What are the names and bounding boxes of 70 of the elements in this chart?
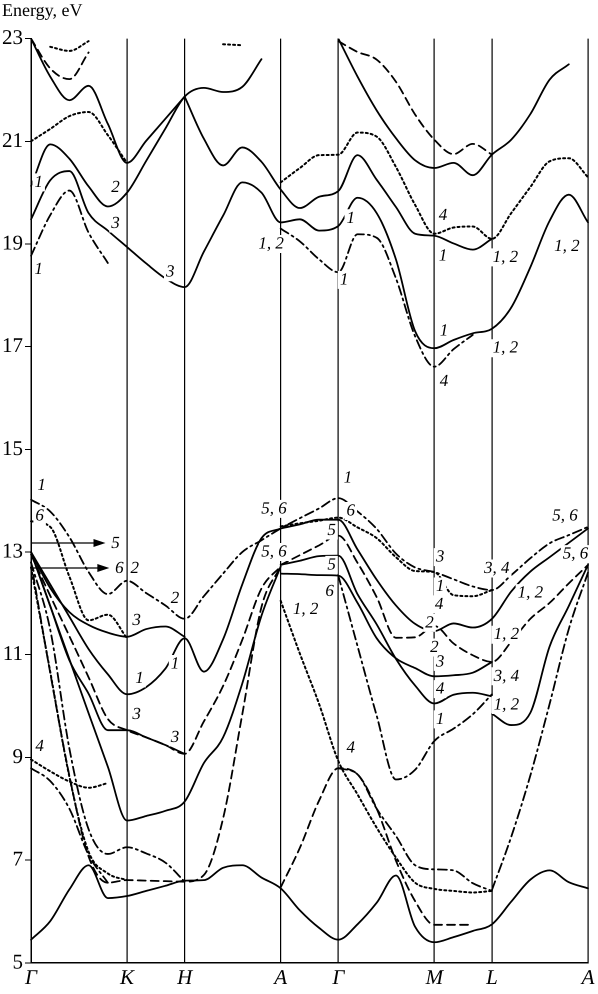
- annotation: 1, 2: [292, 599, 319, 618]
- annotation: 1, 2: [554, 236, 580, 256]
- annotation: 3: [170, 726, 180, 746]
- annotation: 5: [327, 520, 336, 539]
- y-tick-label: 5: [12, 949, 23, 974]
- annotation: 4: [436, 678, 445, 698]
- annotation: 3: [165, 262, 174, 281]
- annotation: 1: [135, 668, 144, 687]
- annotation: 5: [111, 532, 120, 552]
- annotation: 1: [346, 208, 356, 227]
- annotation: 3: [131, 610, 141, 629]
- annotation: 2: [425, 612, 434, 632]
- annotation: 4: [438, 205, 448, 224]
- annotation: 5: [327, 554, 336, 574]
- annotation: 3: [434, 651, 444, 670]
- annotation: 1: [436, 576, 444, 595]
- x-tick-label: L: [485, 964, 498, 989]
- annotation: 2: [170, 588, 180, 608]
- annotation: 1: [34, 172, 43, 191]
- y-tick-label: 9: [12, 744, 23, 768]
- annotation: 3: [434, 546, 444, 566]
- annotation: 2: [130, 558, 140, 577]
- annotation: 1: [34, 259, 43, 278]
- y-tick-label: 15: [2, 436, 23, 460]
- y-tick-label: 21: [2, 128, 23, 152]
- annotation: 1: [340, 269, 348, 288]
- annotation: 1, 2: [494, 694, 520, 714]
- x-tick-label: A: [272, 964, 288, 989]
- annotation: 1, 2: [492, 246, 519, 266]
- annotation: 5, 6: [552, 506, 578, 525]
- annotation: 1: [170, 653, 180, 672]
- annotation: 1: [37, 474, 46, 494]
- x-tick-label: Γ: [331, 964, 346, 989]
- annotation: 4: [35, 736, 44, 756]
- y-axis-title: Energy, eV: [2, 0, 82, 21]
- y-tick-label: 17: [2, 333, 23, 358]
- annotation: 6: [325, 581, 334, 600]
- annotation: 3: [110, 212, 120, 232]
- annotation: 1: [440, 320, 448, 340]
- x-tick-label: H: [176, 964, 194, 989]
- annotation: 1, 2: [258, 233, 284, 252]
- annotation: 6: [346, 500, 356, 520]
- annotation: 1, 2: [518, 582, 544, 602]
- y-tick-label: 11: [2, 641, 23, 666]
- annotation: 1, 2: [494, 624, 520, 644]
- annotation: 1: [438, 245, 448, 264]
- annotation: 4: [440, 371, 449, 390]
- annotation: 3: [131, 704, 141, 723]
- y-tick-label: 23: [2, 25, 23, 50]
- annotation: 1: [344, 468, 352, 487]
- annotation: 6: [35, 506, 44, 525]
- annotation: 3, 4: [492, 666, 520, 685]
- annotation: 1, 2: [492, 338, 519, 357]
- y-tick-label: 13: [2, 538, 23, 563]
- annotation: 4: [434, 594, 444, 613]
- annotation: 3, 4: [483, 558, 510, 577]
- y-tick-label: 19: [2, 230, 23, 254]
- annotation: 5, 6: [562, 544, 589, 563]
- x-tick-label: Γ: [24, 964, 38, 989]
- annotation: 2: [430, 637, 440, 656]
- annotation: 4: [346, 738, 356, 757]
- y-tick-label: 7: [12, 846, 23, 871]
- x-tick-label: K: [119, 964, 136, 989]
- annotation: 6: [115, 558, 124, 577]
- x-tick-label: M: [424, 964, 445, 989]
- annotation: 5, 6: [261, 542, 288, 561]
- x-tick-label: A: [580, 964, 595, 989]
- annotation: 2: [111, 176, 120, 196]
- annotation: 1: [436, 708, 444, 728]
- annotation: 5, 6: [261, 498, 288, 518]
